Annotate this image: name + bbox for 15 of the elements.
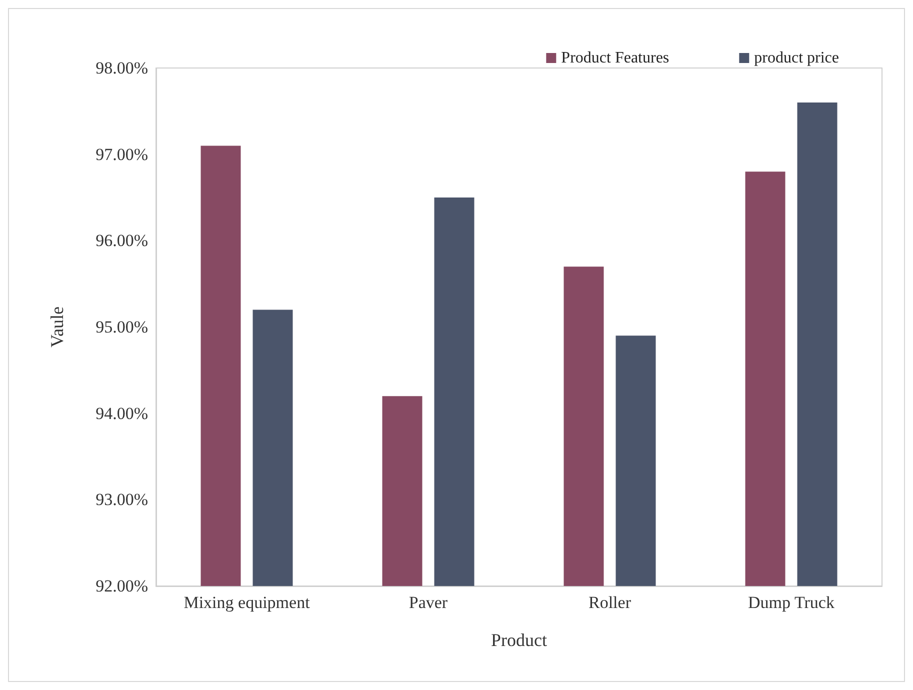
y-tick-label: 93.00% [96,490,148,510]
x-tick-label: Dump Truck [748,593,835,612]
x-axis-title: Product [491,630,547,650]
x-tick-label: Paver [408,593,448,612]
x-tick-label: Roller [588,593,632,612]
y-tick-label: 98.00% [96,58,148,78]
y-tick-label: 96.00% [96,231,148,250]
y-axis-title: Vaule [47,306,67,348]
legend-label: Product Features [561,50,670,66]
y-tick-label: 94.00% [96,404,148,423]
legend-label: product price [754,50,840,66]
y-tick-label: 95.00% [96,318,148,336]
y-tick-label: 97.00% [96,144,148,164]
x-tick-label: Mixing equipment [184,593,310,612]
y-tick-label: 92.00% [96,576,148,596]
